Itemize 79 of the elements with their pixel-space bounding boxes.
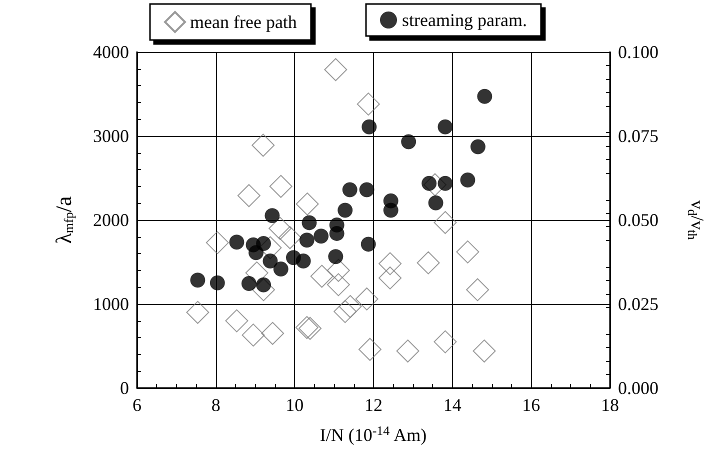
point	[470, 139, 486, 154]
point	[360, 236, 376, 252]
y2-tick-label: 0.100	[618, 42, 658, 62]
point	[434, 330, 457, 354]
y-tick-label: 0	[120, 378, 129, 398]
point	[362, 119, 377, 134]
point	[295, 316, 318, 340]
point	[428, 195, 444, 210]
point	[225, 309, 248, 332]
point	[466, 278, 490, 302]
y-tick-label: 3000	[93, 126, 129, 146]
point	[302, 215, 317, 230]
x-tick-label: 18	[601, 395, 619, 415]
point	[338, 295, 362, 318]
point	[358, 338, 382, 361]
point	[472, 340, 496, 363]
point	[314, 228, 329, 244]
point	[326, 273, 350, 296]
y-tick-label: 1000	[93, 294, 129, 314]
point	[269, 174, 292, 198]
point	[190, 272, 206, 288]
point	[206, 231, 229, 254]
point	[242, 324, 265, 347]
point	[273, 262, 288, 277]
point	[396, 340, 420, 363]
x-tick-label: 6	[132, 395, 142, 415]
y2-tick-label: 0.000	[618, 378, 658, 398]
point	[378, 252, 402, 276]
y-axis-title: λmfp/a	[51, 196, 76, 244]
point	[460, 172, 476, 188]
point	[359, 182, 374, 198]
x-tick-label: 14	[443, 395, 462, 415]
point	[248, 245, 264, 260]
point	[261, 322, 284, 345]
x-tick-label: 12	[364, 395, 382, 415]
point	[334, 300, 357, 324]
point	[229, 234, 244, 250]
y2-tick-label: 0.050	[618, 210, 658, 230]
point	[310, 264, 334, 288]
point	[278, 226, 302, 250]
legend-label: mean free path	[190, 12, 297, 32]
point	[378, 266, 402, 290]
point	[438, 176, 453, 191]
point	[329, 226, 344, 241]
y-tick-label: 4000	[93, 42, 129, 62]
y2-tick-label: 0.025	[618, 294, 658, 314]
point	[328, 249, 344, 264]
point	[237, 184, 260, 208]
point	[326, 258, 350, 282]
point	[296, 192, 319, 216]
point	[241, 276, 256, 291]
point	[342, 182, 358, 198]
legend-label: streaming param.	[402, 10, 527, 30]
y-tick-label: 2000	[93, 210, 129, 230]
y2-tick-label: 0.075	[618, 126, 658, 146]
point	[477, 88, 492, 104]
point	[299, 232, 314, 248]
point	[298, 316, 322, 340]
point	[210, 275, 225, 290]
point	[438, 119, 453, 134]
point	[264, 208, 280, 224]
y2-axis-title: vd/vth	[685, 200, 708, 240]
point	[338, 202, 353, 218]
point	[296, 253, 311, 268]
point	[252, 134, 275, 157]
point	[324, 58, 348, 82]
point	[356, 92, 380, 116]
point	[416, 251, 440, 274]
x-tick-label: 8	[211, 395, 220, 415]
x-tick-label: 10	[286, 395, 304, 415]
point	[434, 211, 457, 234]
point	[262, 253, 278, 268]
point	[268, 216, 292, 240]
point	[401, 134, 416, 150]
point	[456, 240, 480, 264]
point	[186, 300, 210, 324]
point	[383, 202, 398, 218]
x-tick-label: 16	[522, 395, 540, 415]
point	[355, 287, 378, 310]
